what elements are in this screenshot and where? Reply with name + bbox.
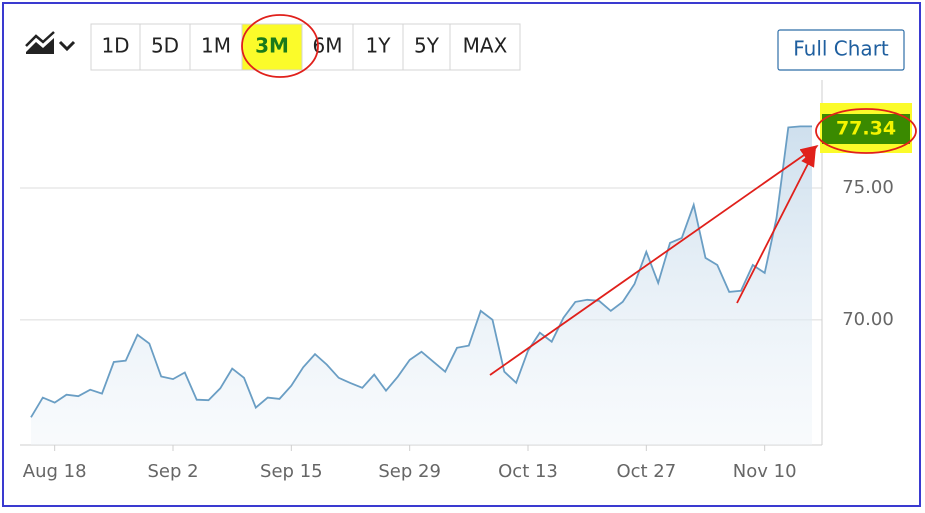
- range-button[interactable]: [402, 23, 451, 71]
- chart-type-icon[interactable]: [25, 31, 76, 54]
- range-label[interactable]: 5D: [151, 34, 179, 58]
- x-tick-label: Oct 27: [616, 461, 676, 482]
- range-label[interactable]: 5Y: [414, 34, 440, 58]
- full-chart-label[interactable]: Full Chart: [793, 37, 889, 61]
- x-tick-label: Sep 29: [378, 461, 441, 482]
- last-price: 77.34: [836, 118, 896, 140]
- range-button[interactable]: [449, 23, 521, 71]
- full-chart-button[interactable]: [777, 29, 905, 71]
- range-label[interactable]: 1D: [101, 34, 129, 58]
- range-label[interactable]: 3M: [255, 34, 289, 58]
- range-button[interactable]: [90, 23, 141, 71]
- annotation-arrow: [736, 148, 816, 304]
- range-label[interactable]: 1Y: [366, 34, 392, 58]
- x-tick-label: Aug 18: [23, 461, 87, 482]
- range-button[interactable]: [139, 23, 191, 71]
- x-tick-label: Oct 13: [498, 461, 558, 482]
- price-area: [31, 126, 812, 446]
- x-tick-label: Nov 10: [733, 461, 797, 482]
- price-badge: [822, 114, 910, 144]
- range-label[interactable]: 1M: [201, 34, 231, 58]
- range-button[interactable]: [301, 23, 354, 71]
- x-tick-label: Sep 2: [147, 461, 198, 482]
- range-label[interactable]: MAX: [463, 34, 508, 58]
- annotation-ellipse: [815, 108, 917, 154]
- x-tick-label: Sep 15: [260, 461, 323, 482]
- range-button[interactable]: [352, 23, 404, 71]
- frame: [2, 2, 921, 507]
- price-line: [30, 125, 812, 418]
- annotation-ellipse: [241, 14, 319, 78]
- annotation-arrow: [489, 144, 819, 376]
- y-tick-label: 70.00: [842, 309, 894, 330]
- y-tick-label: 75.00: [842, 177, 894, 198]
